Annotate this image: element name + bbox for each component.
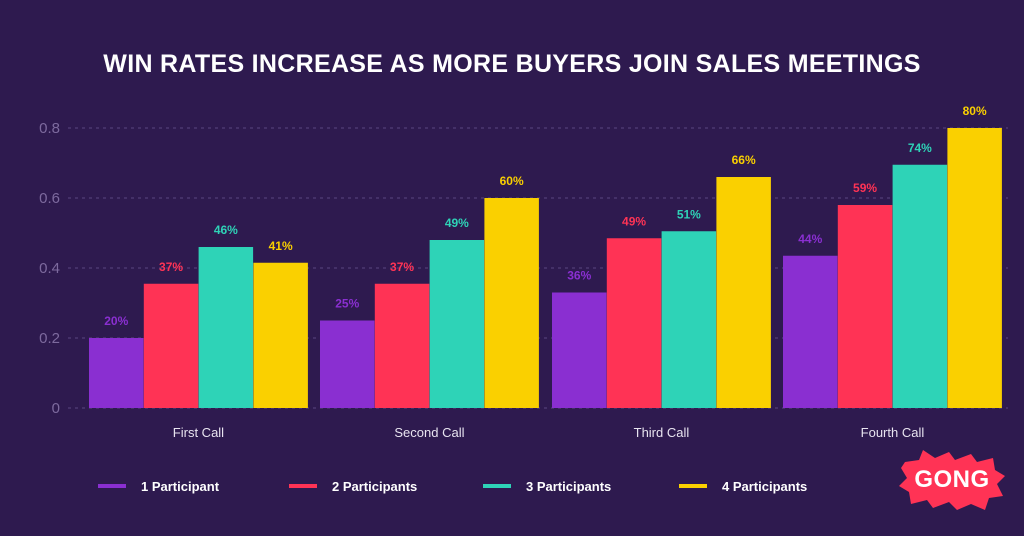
legend-swatch	[289, 484, 317, 488]
y-axis-ticks: 0 0.2 0.4 0.6 0.8	[39, 120, 60, 417]
bar	[143, 283, 199, 408]
bar	[606, 238, 662, 408]
x-category-label: Third Call	[634, 425, 690, 440]
legend-label: 4 Participants	[722, 479, 807, 494]
legend-swatch	[679, 484, 707, 488]
x-axis-categories: First Call Second Call Third Call Fourth Ca…	[173, 425, 925, 440]
bar	[947, 128, 1002, 408]
legend-swatch	[98, 484, 126, 488]
bar	[429, 240, 485, 408]
bar	[89, 338, 144, 408]
bar-value-label: 25%	[335, 297, 359, 311]
bar	[892, 164, 948, 408]
legend-label: 2 Participants	[332, 479, 417, 494]
bar	[783, 255, 838, 408]
bar	[484, 198, 539, 408]
bar-value-label: 46%	[214, 223, 238, 237]
legend-swatch	[483, 484, 511, 488]
logo-burst-icon	[899, 450, 1005, 510]
bar	[374, 283, 430, 408]
bar-value-label: 36%	[567, 269, 591, 283]
y-tick-label: 0.4	[39, 260, 60, 277]
bar	[716, 177, 771, 408]
legend-label: 3 Participants	[526, 479, 611, 494]
x-category-label: Fourth Call	[861, 425, 925, 440]
bar-value-label: 49%	[445, 216, 469, 230]
bar	[837, 205, 893, 408]
bars	[89, 128, 1002, 408]
x-category-label: Second Call	[394, 425, 464, 440]
bar-value-label: 37%	[390, 260, 414, 274]
legend-label: 1 Participant	[141, 479, 220, 494]
bar	[661, 231, 717, 408]
gong-logo: GONG	[897, 448, 1007, 512]
bar-value-label: 37%	[159, 260, 183, 274]
bar-value-label: 20%	[104, 314, 128, 328]
bar-value-label: 80%	[963, 104, 987, 118]
bar	[552, 292, 607, 408]
y-tick-label: 0	[52, 400, 60, 417]
y-tick-label: 0.8	[39, 120, 60, 137]
bar	[320, 320, 375, 408]
bar-value-label: 41%	[269, 239, 293, 253]
bar-value-labels: 20% 37% 46% 41% 25% 37% 49% 60% 36% 49% 51% 66% 44% 5…	[104, 104, 987, 328]
bar-value-label: 66%	[732, 153, 756, 167]
bar-value-label: 49%	[622, 214, 646, 228]
legend: 1 Participant 2 Participants 3 Participant…	[98, 479, 807, 494]
bar	[198, 247, 254, 408]
bar-value-label: 74%	[908, 141, 932, 155]
y-tick-label: 0.6	[39, 190, 60, 207]
bar	[253, 262, 308, 408]
chart-title: WIN RATES INCREASE AS MORE BUYERS JOIN S…	[103, 50, 921, 78]
y-tick-label: 0.2	[39, 330, 60, 347]
bar-value-label: 51%	[677, 207, 701, 221]
x-category-label: First Call	[173, 425, 224, 440]
bar-value-label: 59%	[853, 181, 877, 195]
logo-text: GONG	[914, 466, 990, 493]
bar-value-label: 44%	[798, 232, 822, 246]
bar-value-label: 60%	[500, 174, 524, 188]
